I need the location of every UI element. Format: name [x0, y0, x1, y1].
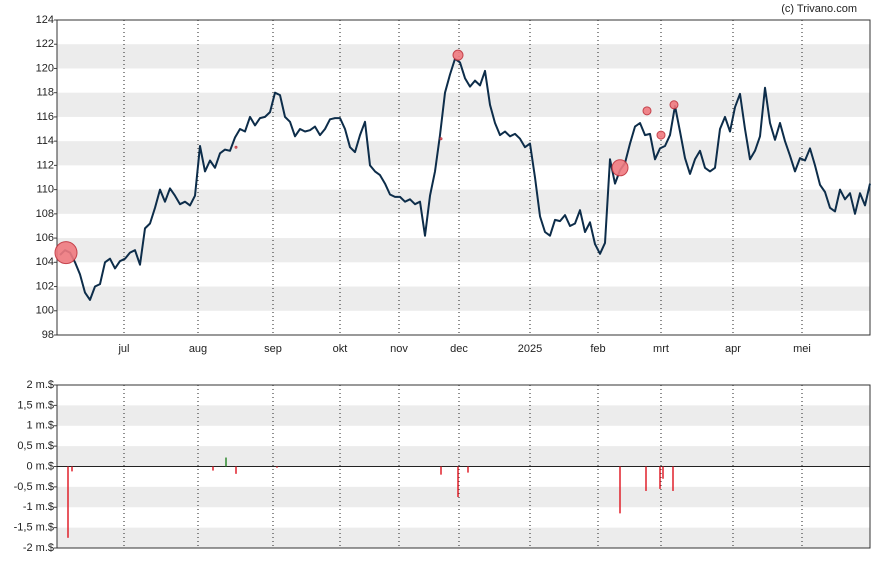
y-tick-label: 1 m.$ [26, 420, 54, 432]
y-tick-label: 112 [36, 159, 54, 171]
y-tick-label: 102 [36, 280, 54, 292]
price-line [59, 57, 871, 301]
trade-marker [452, 49, 464, 61]
y-tick-label: 114 [36, 135, 54, 147]
y-tick-label: 122 [36, 38, 54, 50]
x-tick-label: sep [264, 343, 282, 355]
y-tick-label: -1 m.$ [23, 501, 54, 513]
x-tick-label: 2025 [518, 343, 542, 355]
x-tick-label: aug [189, 343, 207, 355]
y-tick-label: 110 [36, 184, 54, 196]
y-tick-label: -1,5 m.$ [14, 522, 54, 534]
y-tick-label: 120 [36, 62, 54, 74]
y-tick-label: 98 [42, 329, 54, 341]
x-tick-label: feb [590, 343, 605, 355]
grid-band [57, 92, 870, 117]
y-tick-label: 118 [36, 87, 54, 99]
y-tick-label: 100 [36, 305, 54, 317]
y-tick-label: 116 [36, 111, 54, 123]
y-tick-label: -2 m.$ [23, 542, 54, 554]
grid-band [57, 405, 870, 426]
y-tick-label: 1,5 m.$ [17, 399, 54, 411]
y-tick-label: 0,5 m.$ [17, 440, 54, 452]
trade-marker [656, 130, 666, 140]
trade-marker [611, 159, 629, 177]
y-tick-label: 2 m.$ [26, 379, 54, 391]
trade-marker [669, 100, 679, 110]
grid-band [57, 238, 870, 263]
trade-marker [439, 137, 443, 141]
y-tick-label: -0,5 m.$ [14, 481, 54, 493]
x-tick-label: dec [450, 343, 468, 355]
y-tick-label: 104 [36, 256, 54, 268]
x-tick-label: mei [793, 343, 811, 355]
x-tick-label: jul [117, 343, 129, 355]
grid-band [57, 286, 870, 311]
x-tick-label: apr [725, 343, 741, 355]
x-tick-label: nov [390, 343, 408, 355]
y-tick-label: 124 [36, 14, 54, 26]
trade-marker [54, 241, 78, 265]
y-tick-label: 106 [36, 232, 54, 244]
y-tick-label: 0 m.$ [26, 460, 54, 472]
grid-band [57, 486, 870, 508]
grid-band [57, 141, 870, 166]
trade-marker [234, 145, 238, 149]
x-tick-label: okt [333, 343, 348, 355]
x-tick-label: mrt [653, 343, 669, 355]
credit: (c) Trivano.com [781, 3, 857, 15]
plot-frame [56, 19, 871, 336]
grid-band [57, 446, 870, 467]
y-tick-label: 108 [36, 208, 54, 220]
trade-marker [642, 106, 652, 116]
grid-band [57, 527, 870, 548]
grid-band [57, 44, 870, 69]
